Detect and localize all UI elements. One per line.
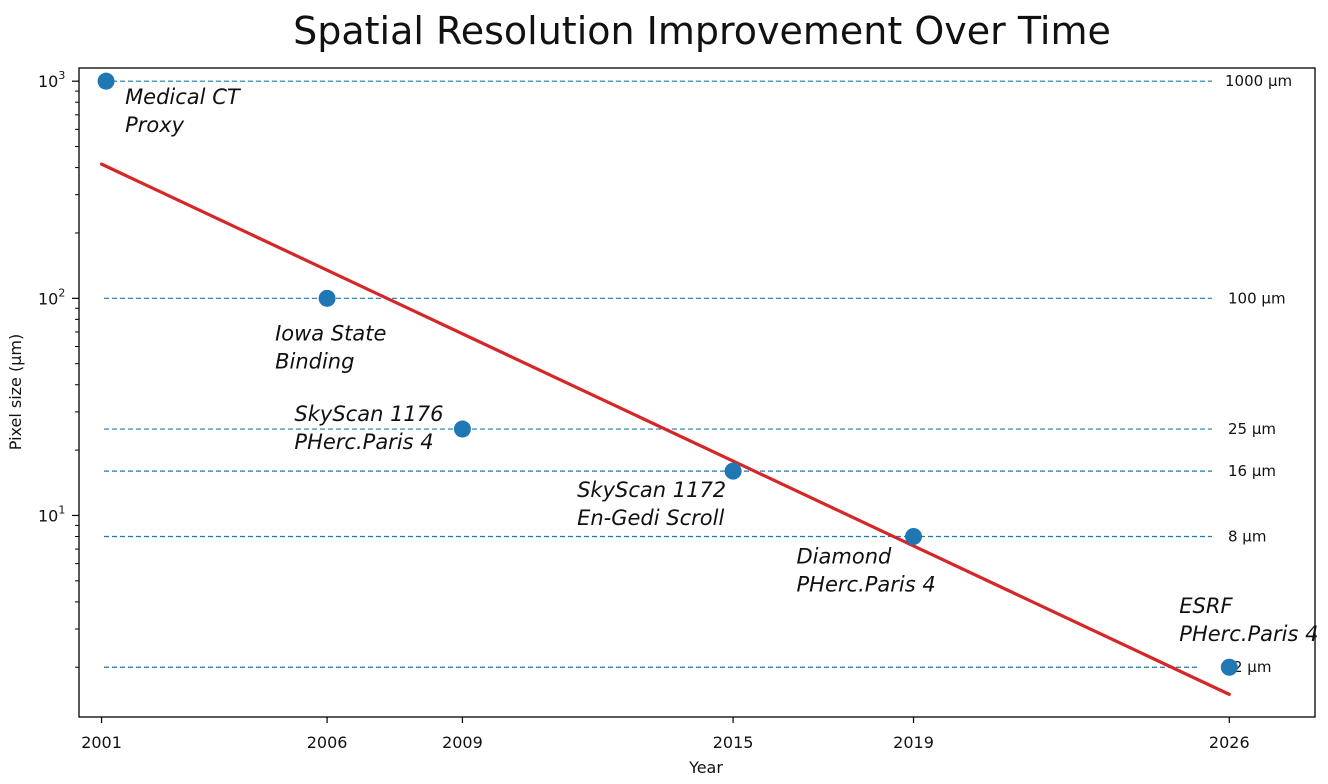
- reference-line-label: 2 µm: [1233, 658, 1271, 676]
- point-annotation: SkyScan 1172: [577, 478, 726, 502]
- annotations: Medical CT Proxy Iowa State Binding SkyScan …: [125, 85, 1318, 646]
- data-point: [97, 72, 115, 90]
- reference-line-label: 100 µm: [1228, 289, 1286, 307]
- plot-frame: [78, 67, 1316, 718]
- point-annotation: ESRF: [1179, 594, 1233, 618]
- data-point: [318, 289, 336, 307]
- point-annotation: PHerc.Paris 4: [1179, 622, 1318, 646]
- point-annotation: SkyScan 1176: [294, 402, 443, 426]
- point-annotation: Binding: [275, 349, 354, 373]
- data-point: [1220, 658, 1238, 676]
- point-annotation: PHerc.Paris 4: [797, 573, 936, 597]
- point-annotation: Proxy: [125, 113, 185, 137]
- y-tick-label: 103: [38, 69, 65, 91]
- point-annotation: Diamond: [797, 545, 892, 569]
- point-annotation: En-Gedi Scroll: [577, 506, 724, 530]
- y-tick-label: 102: [38, 286, 65, 308]
- x-tick-label: 2019: [893, 733, 934, 752]
- x-tick-label: 2015: [713, 733, 754, 752]
- data-point: [724, 462, 742, 480]
- point-annotation: Iowa State: [275, 321, 386, 345]
- point-annotation: Medical CT: [125, 85, 242, 109]
- y-axis-ticks: 101 102 103: [38, 69, 79, 668]
- y-axis-label: Pixel size (µm): [6, 334, 25, 450]
- reference-line-label: 16 µm: [1228, 462, 1276, 480]
- x-axis-ticks: 2001 2006 2009 2015 2019 2026: [81, 717, 1250, 752]
- x-tick-label: 2001: [81, 733, 122, 752]
- reference-line-label: 8 µm: [1228, 528, 1266, 546]
- reference-lines: 1000 µm 100 µm 25 µm 16 µm 8 µm 2 µm: [104, 72, 1292, 676]
- x-axis-label: Year: [688, 758, 723, 777]
- x-tick-label: 2026: [1209, 733, 1250, 752]
- x-tick-label: 2009: [442, 733, 483, 752]
- reference-line-label: 1000 µm: [1225, 72, 1292, 90]
- x-tick-label: 2006: [307, 733, 348, 752]
- chart-title: Spatial Resolution Improvement Over Time: [293, 9, 1111, 53]
- reference-line-label: 25 µm: [1228, 420, 1276, 438]
- y-tick-label: 101: [38, 503, 65, 525]
- data-point: [905, 528, 923, 546]
- trend-line-group: [99, 162, 1231, 696]
- point-annotation: PHerc.Paris 4: [294, 430, 433, 454]
- trend-line: [99, 162, 1231, 696]
- data-points: [97, 72, 1238, 676]
- data-point: [453, 420, 471, 438]
